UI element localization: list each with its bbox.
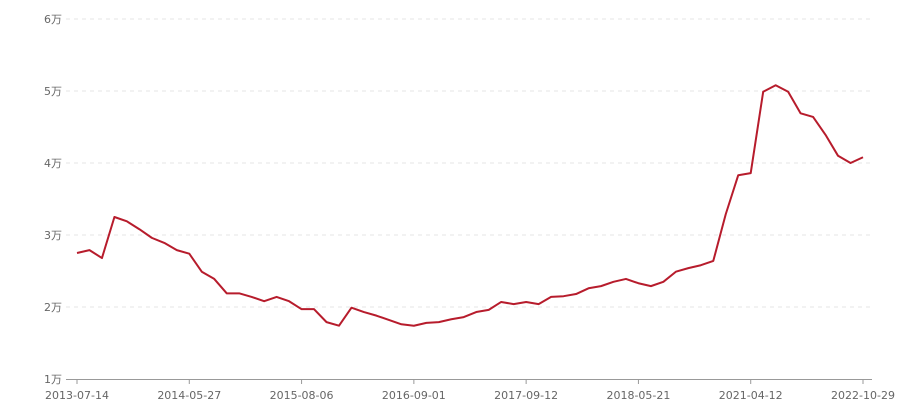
x-tick-label: 2015-08-06 [270,389,334,400]
y-tick-label: 6万 [44,13,62,26]
x-tick-label: 2018-05-21 [606,389,670,400]
x-tick-label: 2016-09-01 [382,389,446,400]
y-tick-label: 1万 [44,373,62,386]
line [76,84,864,327]
y-tick-label: 4万 [44,157,62,170]
y-tick-label: 2万 [44,301,62,314]
x-tick-label: 2022-10-29 [831,389,895,400]
y-tick-label: 5万 [44,85,62,98]
x-tick-label: 2013-07-14 [45,389,109,400]
x-tick-label: 2021-04-12 [719,389,783,400]
x-tick-label: 2014-05-27 [157,389,221,400]
x-tick-label: 2017-09-12 [494,389,558,400]
y-tick-label: 3万 [44,229,62,242]
